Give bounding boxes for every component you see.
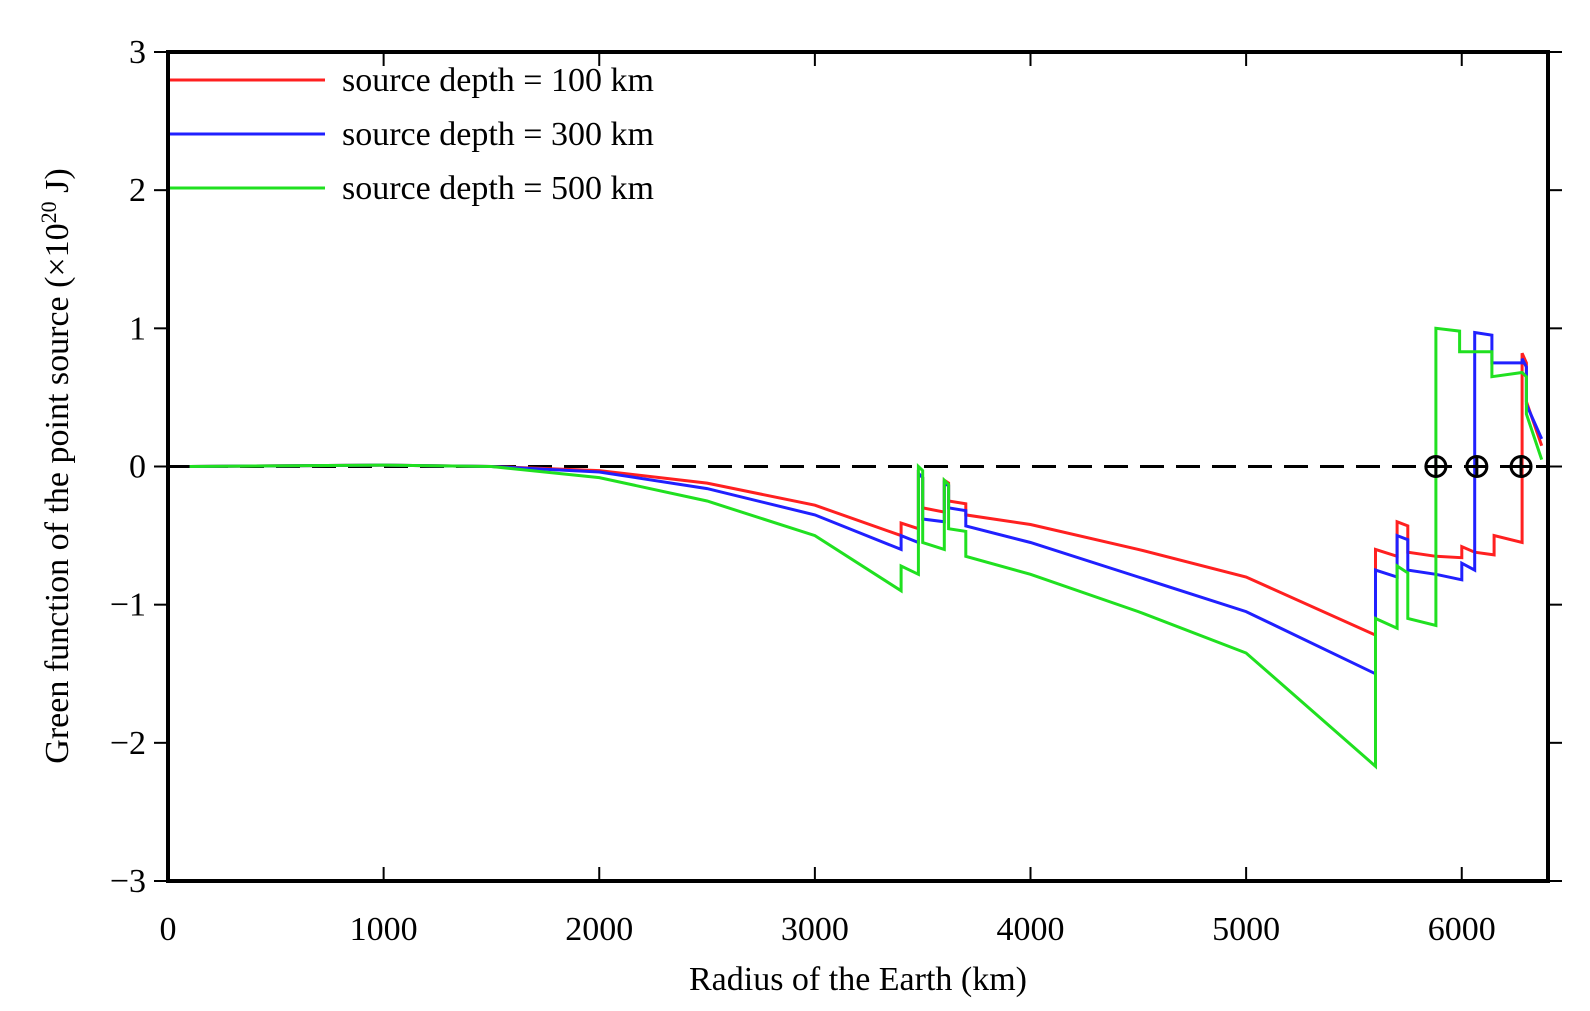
x-tick-label: 4000 — [997, 911, 1065, 948]
y-tick-label: 0 — [129, 449, 146, 486]
y-tick-label: −1 — [110, 587, 146, 624]
x-tick-label: 3000 — [781, 911, 849, 948]
legend-label: source depth = 300 km — [342, 116, 654, 153]
x-tick-label: 0 — [160, 911, 177, 948]
y-tick-label: −2 — [110, 725, 146, 762]
series-line — [189, 330, 1544, 677]
y-label-text: Green function of the point source (×10 — [39, 223, 76, 763]
zero-crossing-marker — [1424, 455, 1448, 478]
zero-crossing-marker — [1509, 455, 1533, 478]
y-label-unit: J) — [39, 168, 76, 201]
series-line — [189, 326, 1544, 770]
y-tick-label: 2 — [129, 172, 146, 209]
y-tick-label: 1 — [129, 310, 146, 347]
y-tick-label: −3 — [110, 863, 146, 900]
series-line — [189, 352, 1544, 638]
zero-crossing-marker — [1465, 455, 1489, 478]
legend-label: source depth = 100 km — [342, 62, 654, 99]
legend-label: source depth = 500 km — [342, 170, 654, 207]
x-tick-label: 5000 — [1212, 911, 1280, 948]
x-tick-label: 6000 — [1428, 911, 1496, 948]
x-tick-label: 1000 — [350, 911, 418, 948]
y-label-exponent: 20 — [36, 201, 61, 223]
y-axis-label: Green function of the point source (×102… — [36, 168, 76, 763]
x-axis-label: Radius of the Earth (km) — [689, 961, 1027, 998]
x-tick-label: 2000 — [565, 911, 633, 948]
y-tick-label: 3 — [129, 34, 146, 71]
